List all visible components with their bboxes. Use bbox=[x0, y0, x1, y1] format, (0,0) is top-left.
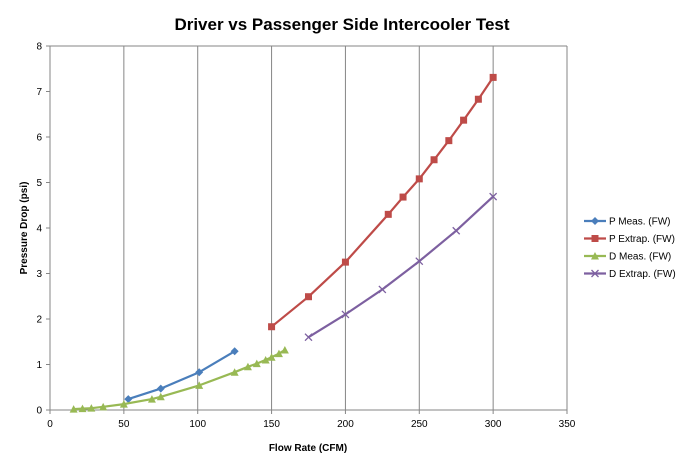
data-point bbox=[341, 310, 350, 319]
data-point bbox=[304, 333, 313, 342]
data-point bbox=[378, 285, 387, 294]
legend-marker bbox=[591, 217, 599, 225]
series-d-meas-fw bbox=[69, 345, 289, 413]
data-point bbox=[261, 355, 270, 364]
y-tick-label: 5 bbox=[36, 178, 42, 189]
x-marker-stroke bbox=[591, 269, 599, 278]
y-tick-label: 2 bbox=[36, 315, 42, 326]
series-p-extrap-fw bbox=[268, 73, 497, 331]
data-point bbox=[195, 381, 204, 389]
legend-item: P Meas. (FW) bbox=[584, 217, 670, 228]
y-axis-title: Pressure Drop (psi) bbox=[19, 182, 30, 275]
data-point bbox=[156, 384, 165, 393]
x-marker-stroke bbox=[452, 226, 461, 235]
data-point bbox=[474, 95, 482, 103]
x-marker-stroke bbox=[341, 310, 350, 319]
data-point bbox=[341, 258, 349, 266]
data-point bbox=[119, 400, 128, 408]
x-tick-label: 200 bbox=[337, 419, 354, 430]
legend-marker bbox=[591, 269, 599, 278]
legend-label: D Meas. (FW) bbox=[609, 252, 671, 263]
data-point bbox=[243, 362, 252, 371]
data-point bbox=[430, 156, 438, 164]
data-point bbox=[230, 368, 239, 376]
x-tick-label: 300 bbox=[485, 419, 502, 430]
tick-labels: 0 50 100 150 200 250 300 350 0 1 2 3 4 5 6 7 8 bbox=[36, 42, 575, 431]
data-point bbox=[384, 210, 392, 218]
y-tick-label: 6 bbox=[36, 133, 42, 144]
data-point bbox=[274, 349, 283, 358]
data-point bbox=[230, 347, 239, 356]
y-tick-label: 4 bbox=[36, 224, 42, 235]
y-tick-label: 7 bbox=[36, 87, 42, 98]
data-point bbox=[489, 73, 497, 81]
chart-title: Driver vs Passenger Side Intercooler Tes… bbox=[174, 15, 509, 34]
x-marker-stroke bbox=[415, 257, 424, 266]
x-tick-label: 0 bbox=[47, 419, 53, 430]
x-tick-label: 100 bbox=[189, 419, 206, 430]
x-marker-stroke bbox=[304, 333, 313, 342]
data-point bbox=[156, 392, 165, 401]
series-p-meas-fw bbox=[124, 347, 239, 404]
legend-label: P Extrap. (FW) bbox=[609, 234, 675, 245]
data-point bbox=[415, 257, 424, 266]
legend-item: D Meas. (FW) bbox=[584, 252, 671, 263]
legend: P Meas. (FW) P Extrap. (FW) D Meas. (FW) D … bbox=[584, 217, 676, 280]
legend-label: P Meas. (FW) bbox=[609, 217, 670, 228]
legend-item: D Extrap. (FW) bbox=[584, 269, 676, 280]
data-point bbox=[147, 395, 156, 403]
data-point bbox=[267, 353, 276, 361]
series-line bbox=[307, 195, 494, 339]
data-point bbox=[195, 368, 204, 377]
data-point bbox=[268, 323, 276, 331]
y-tick-label: 3 bbox=[36, 269, 42, 280]
x-tick-label: 350 bbox=[559, 419, 576, 430]
data-point bbox=[445, 137, 453, 145]
series-line bbox=[127, 350, 236, 401]
x-tick-label: 50 bbox=[118, 419, 130, 430]
data-point bbox=[399, 193, 407, 201]
series-line bbox=[73, 348, 286, 411]
data-point bbox=[87, 404, 96, 412]
data-series bbox=[69, 73, 498, 413]
data-point bbox=[99, 402, 108, 411]
data-point bbox=[69, 405, 78, 413]
axes bbox=[46, 45, 568, 414]
x-marker-stroke bbox=[489, 192, 498, 201]
data-point bbox=[415, 175, 423, 183]
y-tick-label: 1 bbox=[36, 360, 42, 371]
x-axis-title: Flow Rate (CFM) bbox=[269, 443, 347, 454]
series-d-extrap-fw bbox=[304, 192, 498, 342]
data-point bbox=[489, 192, 498, 201]
data-point bbox=[305, 293, 312, 301]
legend-marker bbox=[591, 235, 599, 242]
data-point bbox=[124, 395, 133, 404]
grid-lines bbox=[50, 45, 568, 410]
data-point bbox=[78, 404, 87, 413]
x-tick-label: 250 bbox=[411, 419, 428, 430]
data-point bbox=[460, 116, 468, 124]
legend-label: D Extrap. (FW) bbox=[609, 269, 676, 280]
data-point bbox=[280, 345, 289, 354]
x-tick-label: 150 bbox=[263, 419, 280, 430]
x-marker-stroke bbox=[378, 285, 387, 294]
legend-marker bbox=[591, 252, 599, 260]
legend-item: P Extrap. (FW) bbox=[584, 234, 675, 245]
y-tick-label: 8 bbox=[36, 42, 42, 53]
data-point bbox=[452, 226, 461, 235]
data-point bbox=[252, 359, 261, 368]
y-tick-label: 0 bbox=[36, 406, 42, 417]
